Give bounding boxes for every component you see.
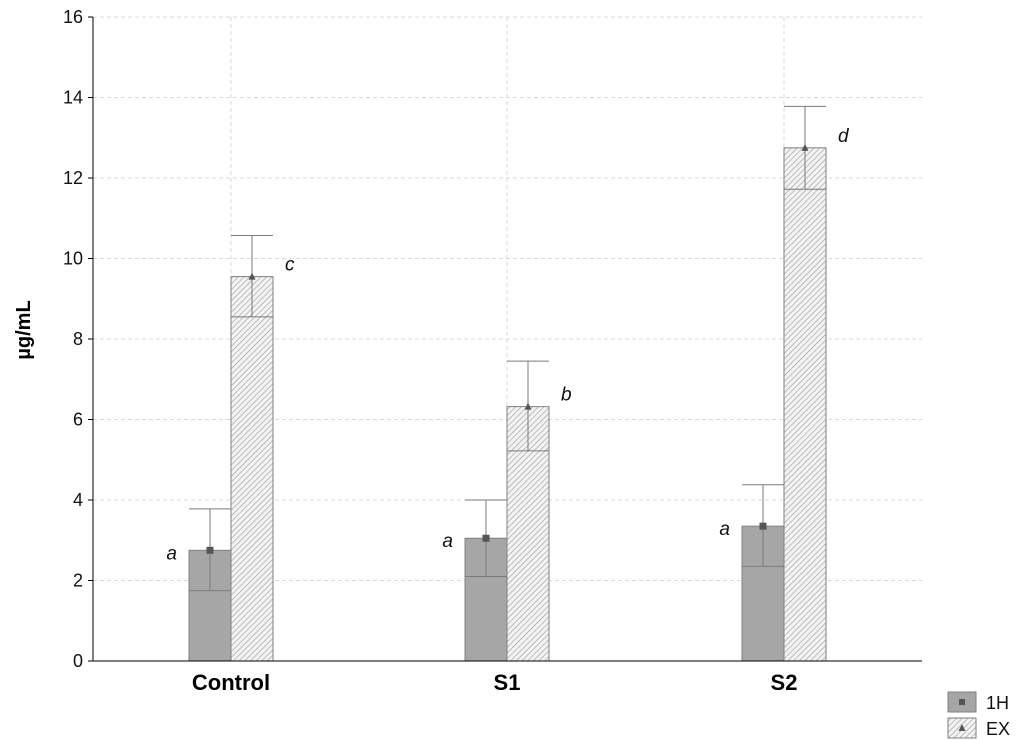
point-marker [482, 534, 490, 542]
significance-letter: d [838, 126, 850, 147]
y-tick-label: 0 [73, 651, 83, 671]
axes [88, 16, 922, 662]
legend-marker [959, 699, 965, 705]
y-tick-label: 12 [63, 168, 83, 188]
legend-label-EX: EX [986, 719, 1010, 739]
y-axis-label: µg/mL [13, 300, 35, 359]
point-marker [801, 143, 809, 151]
legend-marker [958, 724, 966, 731]
significance-letter: a [166, 543, 177, 564]
x-tick-label: S2 [771, 670, 798, 695]
point-marker [248, 272, 256, 280]
x-tick-label: Control [192, 670, 270, 695]
y-tick-label: 2 [73, 571, 83, 591]
y-tick-label: 4 [73, 490, 83, 510]
point-marker [759, 522, 767, 530]
labels: 0 2 4 6 8 10 12 14 16 a a a c b d Control S1 S2 [63, 7, 850, 695]
y-tick-label: 14 [63, 88, 83, 108]
significance-letter: c [285, 255, 295, 276]
bar-EX-S2 [783, 147, 827, 662]
x-tick-label: S1 [494, 670, 521, 695]
y-tick-label: 6 [73, 410, 83, 430]
significance-letter: a [442, 531, 453, 552]
y-tick-label: 8 [73, 329, 83, 349]
bars [188, 105, 827, 662]
point-marker [206, 546, 214, 554]
legend: 1H EX [947, 691, 1010, 739]
legend-label-1H: 1H [986, 693, 1009, 713]
bar-EX-Control [230, 276, 274, 662]
significance-letter: a [719, 519, 730, 540]
y-tick-label: 10 [63, 249, 83, 269]
point-marker [524, 402, 532, 410]
significance-letter: b [561, 385, 572, 406]
y-tick-label: 16 [63, 7, 83, 27]
